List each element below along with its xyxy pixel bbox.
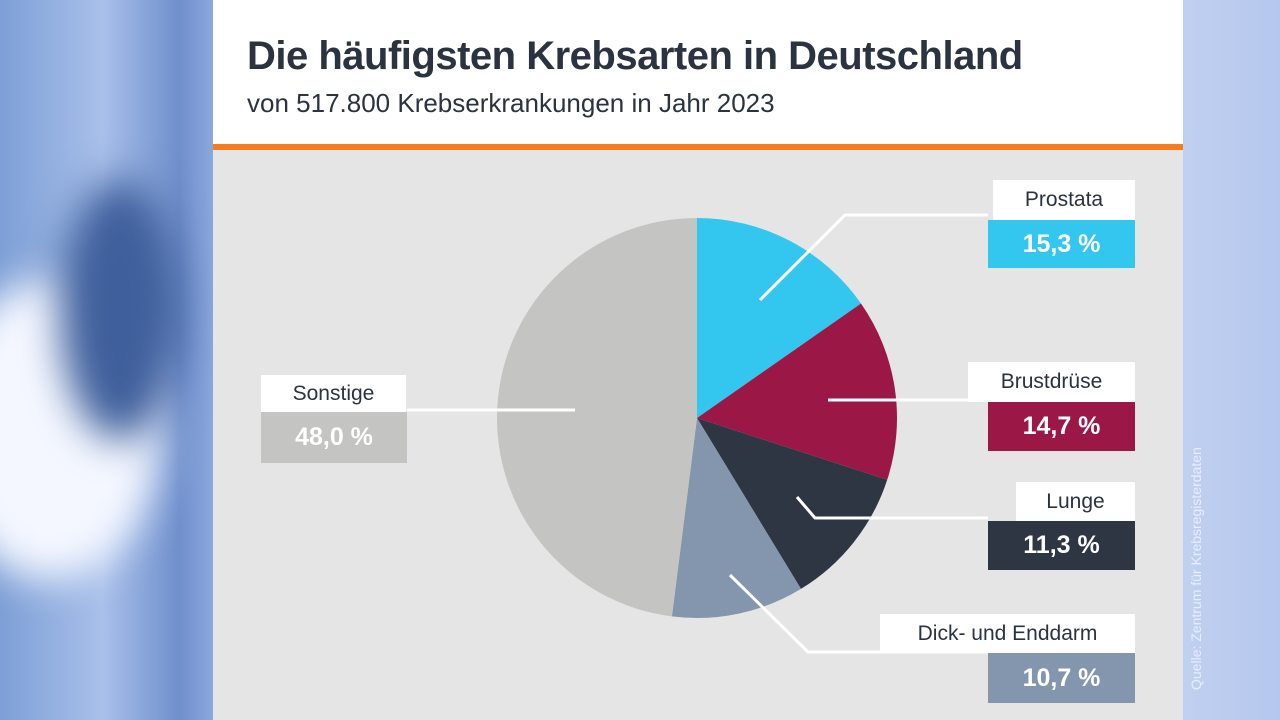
label-darm: Dick- und Enddarm [880,614,1135,653]
pie-slice-3 [671,418,801,618]
infographic-panel: Die häufigsten Krebsarten in Deutschland… [213,0,1183,720]
value-brustdruese: 14,7 % [988,402,1135,451]
value-prostata: 15,3 % [988,220,1135,268]
pie-slice-4 [497,218,697,617]
value-lunge: 11,3 % [988,521,1135,570]
accent-rule [213,144,1183,150]
pie-slice-0 [697,218,861,418]
source-note: Quelle: Zentrum für Krebsregisterdaten [1188,447,1204,690]
chart-subtitle: von 517.800 Krebserkrankungen in Jahr 20… [247,88,775,118]
label-sonstige: Sonstige [261,375,406,412]
leader-line-0 [758,213,988,302]
background-blur [60,180,180,440]
chart-title: Die häufigsten Krebsarten in Deutschland [247,34,1023,78]
label-prostata: Prostata [993,180,1135,220]
header: Die häufigsten Krebsarten in Deutschland… [213,0,1183,145]
label-lunge: Lunge [1016,482,1135,521]
pie-slice-1 [697,303,898,480]
label-brustdruese: Brustdrüse [968,362,1135,402]
pie-slice-2 [697,418,888,589]
leader-line-2 [795,496,988,520]
value-darm: 10,7 % [988,653,1135,703]
value-sonstige: 48,0 % [261,412,407,463]
pie-chart [407,213,988,654]
